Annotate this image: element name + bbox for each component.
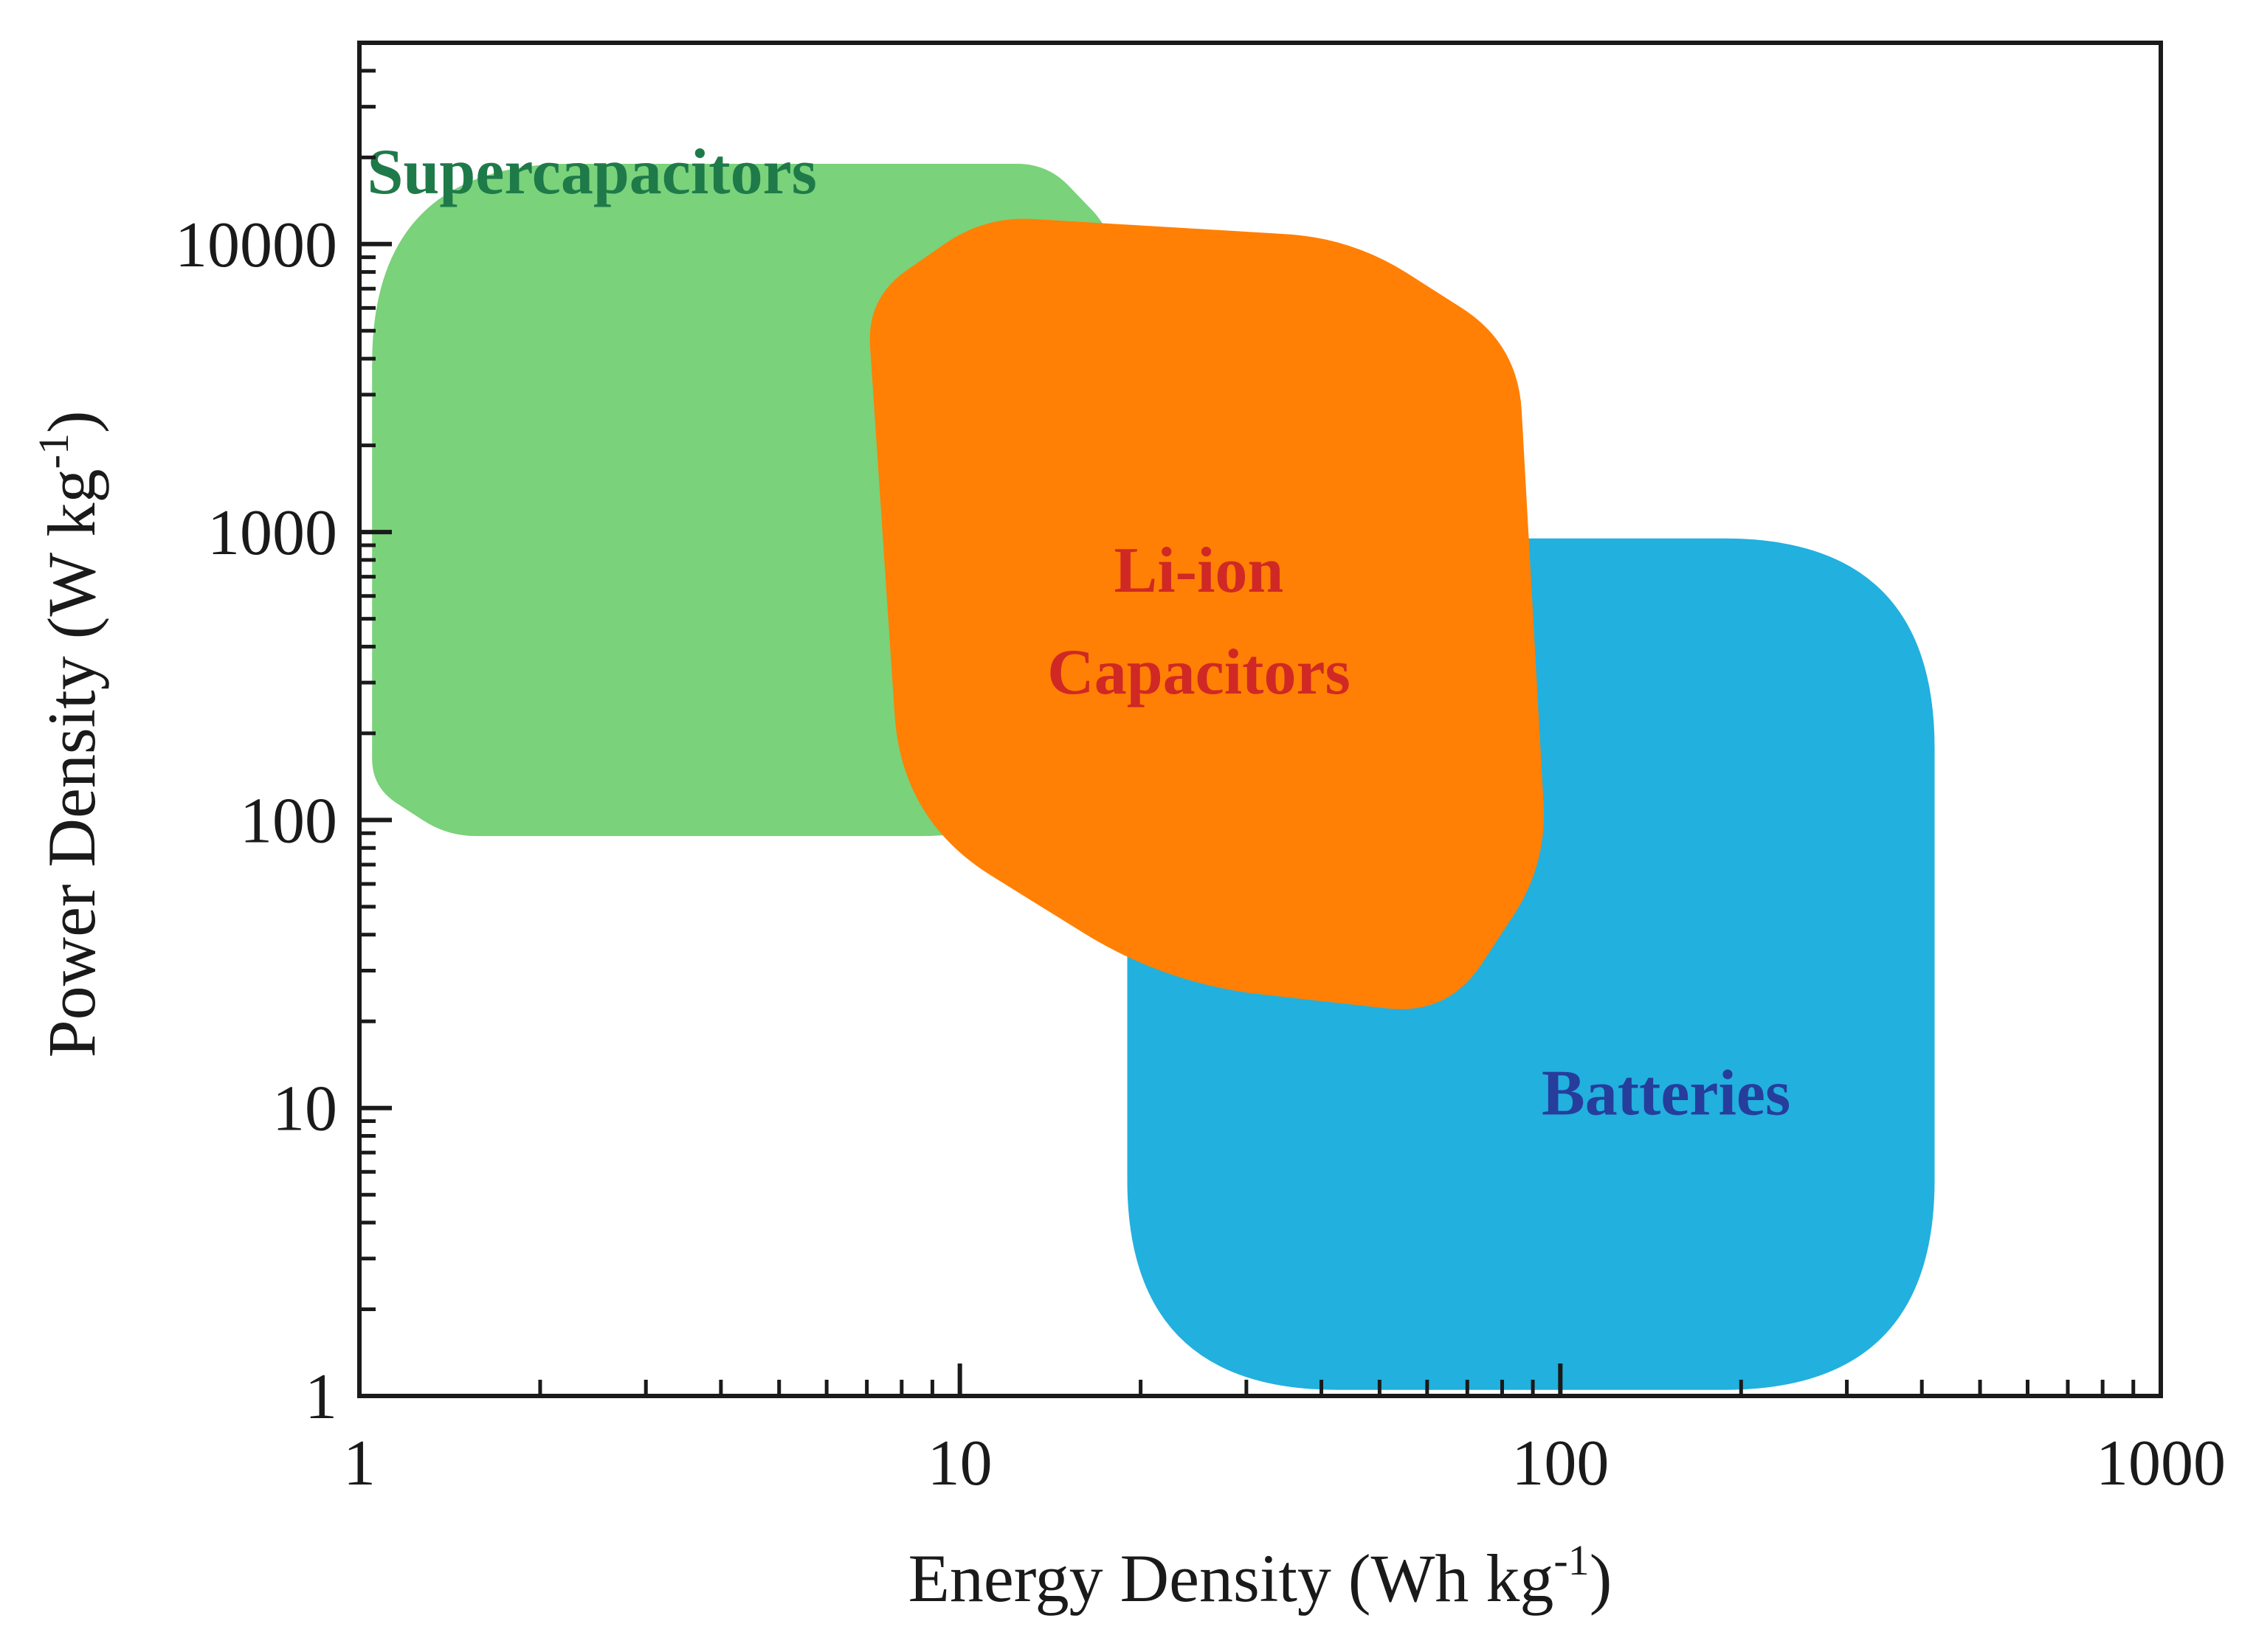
y-tick-label: 10000 — [175, 210, 337, 281]
region-label-line: Batteries — [1542, 1057, 1790, 1129]
x-axis-label-text: Energy Density (Wh kg — [908, 1541, 1554, 1616]
x-axis-label-superscript: -1 — [1553, 1536, 1589, 1584]
x-axis-label: Energy Density (Wh kg-1) — [908, 1536, 1612, 1616]
y-tick-label: 1 — [305, 1361, 337, 1433]
y-tick-label: 1000 — [207, 497, 337, 569]
axis-tick-labels-layer: 1 10 100 1000 1 10 100 1000 10000 — [175, 210, 2226, 1499]
region-label-batteries: Batteries — [1542, 1057, 1790, 1129]
regions-layer — [372, 164, 1935, 1390]
region-label-line: Capacitors — [1047, 637, 1351, 708]
axis-ticks-layer — [357, 41, 2136, 1398]
region-label-supercapacitors: Supercapacitors — [367, 136, 816, 208]
x-tick-label: 100 — [1511, 1428, 1609, 1499]
x-tick-label: 1000 — [2096, 1428, 2226, 1499]
y-axis-label-superscript: -1 — [30, 433, 77, 469]
region-label-li-ion-capacitors: Li-ion Capacitors — [1047, 535, 1351, 708]
x-tick-label: 1 — [343, 1428, 376, 1499]
region-li-ion-capacitors — [869, 218, 1545, 1009]
y-axis-label-close: ) — [34, 410, 109, 433]
y-tick-label: 10 — [272, 1074, 337, 1145]
x-tick-label: 10 — [928, 1428, 993, 1499]
y-tick-label: 100 — [240, 785, 337, 857]
region-label-line: Supercapacitors — [367, 136, 816, 208]
y-axis-label-text: Power Density (W kg — [34, 469, 109, 1057]
region-labels-layer: Supercapacitors Batteries Li-ion Capacitors — [367, 136, 1790, 1129]
x-axis-label-close: ) — [1590, 1541, 1612, 1616]
plot-frame — [357, 41, 2163, 1398]
y-axis-label: Power Density (W kg-1) — [30, 410, 109, 1057]
region-label-line: Li-ion — [1114, 535, 1284, 606]
